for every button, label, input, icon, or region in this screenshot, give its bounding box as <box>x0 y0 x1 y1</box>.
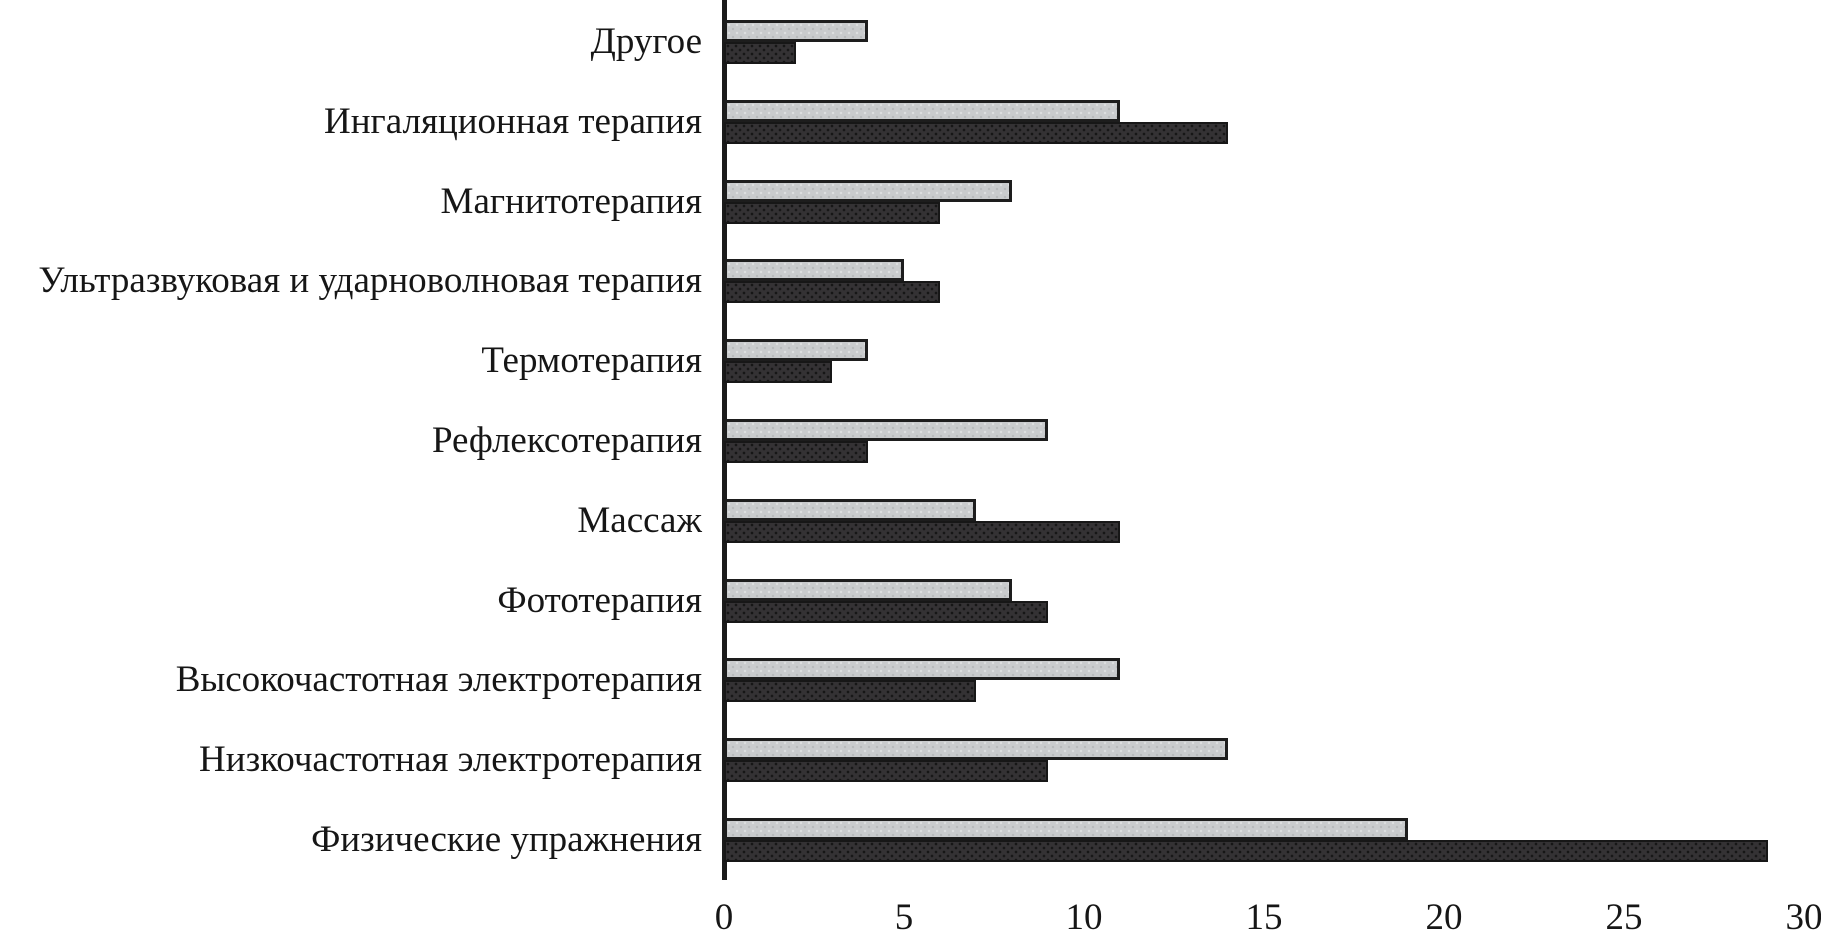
bar-light-gray <box>724 499 976 521</box>
category-label: Термотерапия <box>481 340 702 381</box>
category-label: Физические упражнения <box>311 819 702 860</box>
bar-light-gray <box>724 180 1012 202</box>
bar-dark <box>724 680 976 702</box>
x-axis-tick-label: 15 <box>1245 897 1283 937</box>
bar-light-gray <box>724 339 868 361</box>
bar-dark <box>724 122 1228 144</box>
bar-light-gray <box>724 658 1120 680</box>
bar-dark <box>724 840 1768 862</box>
bar-light-gray <box>724 579 1012 601</box>
x-axis-tick-label: 10 <box>1065 897 1103 937</box>
x-axis-tick-label: 25 <box>1605 897 1643 937</box>
bar-light-gray <box>724 818 1408 840</box>
bar-light-gray <box>724 100 1120 122</box>
bar-light-gray <box>724 738 1228 760</box>
bar-light-gray <box>724 259 904 281</box>
category-label: Фототерапия <box>497 580 702 621</box>
category-label: Другое <box>590 21 702 62</box>
bar-light-gray <box>724 419 1048 441</box>
bar-dark <box>724 760 1048 782</box>
category-label: Высокочастотная электротерапия <box>175 659 702 700</box>
category-label: Низкочастотная электротерапия <box>199 739 702 780</box>
x-axis-tick-label: 5 <box>894 897 914 937</box>
x-axis-tick-label: 30 <box>1785 897 1821 937</box>
bar-dark <box>724 42 796 64</box>
bar-dark <box>724 521 1120 543</box>
bar-dark <box>724 281 940 303</box>
x-axis-tick-label: 20 <box>1425 897 1463 937</box>
category-label: Ультразвуковая и ударноволновая терапия <box>38 260 702 301</box>
category-label: Ингаляционная терапия <box>324 101 702 142</box>
x-axis-tick-label: 0 <box>714 897 734 937</box>
bar-light-gray <box>724 20 868 42</box>
category-label: Массаж <box>577 500 702 541</box>
bar-dark <box>724 202 940 224</box>
category-label: Магнитотерапия <box>440 181 702 222</box>
category-label: Рефлексотерапия <box>431 420 702 461</box>
bar-dark <box>724 441 868 463</box>
bar-dark <box>724 601 1048 623</box>
bar-dark <box>724 361 832 383</box>
